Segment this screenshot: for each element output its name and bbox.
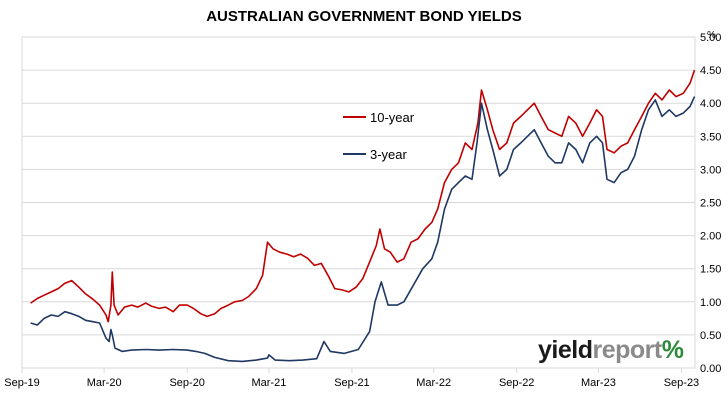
y-tick-label: 5.00: [700, 32, 721, 44]
yieldreport-logo: yieldreport%: [538, 336, 684, 365]
x-tick-label: Mar-23: [581, 377, 616, 389]
series-line-3-year: [30, 96, 696, 363]
legend: 10-year 3-year: [343, 110, 415, 162]
y-tick-label: 0.00: [700, 363, 721, 375]
chart-title: AUSTRALIAN GOVERNMENT BOND YIELDS: [206, 8, 522, 25]
x-tick-label: Mar-21: [251, 377, 286, 389]
y-tick-label: 1.00: [700, 297, 721, 309]
y-tick-label: 0.50: [700, 330, 721, 342]
y-tick-label: 3.00: [700, 164, 721, 176]
legend-label: 3-year: [370, 147, 408, 162]
logo-percent-icon: %: [661, 336, 684, 364]
logo-text-report: report: [592, 336, 662, 364]
gridlines: [21, 36, 696, 369]
y-tick-label: 4.00: [700, 98, 721, 110]
x-tick-label: Sep-23: [664, 377, 699, 389]
y-tick-label: 1.50: [700, 264, 721, 276]
y-tick-label: 4.50: [700, 65, 721, 77]
x-tick-label: Sep-20: [169, 377, 204, 389]
y-tick-label: 2.00: [700, 231, 721, 243]
series-line-10-year: [30, 69, 696, 323]
x-tick-label: Sep-22: [499, 377, 534, 389]
y-tick-label: 2.50: [700, 198, 721, 210]
y-axis-unit-label: %: [707, 30, 716, 41]
series-lines: [30, 69, 696, 363]
x-tick-label: Sep-19: [4, 377, 39, 389]
y-tick-label: 3.50: [700, 131, 721, 143]
x-tick-label: Mar-20: [87, 377, 122, 389]
axes: 0.00 0.50 1.00 1.50 2.00 2.50 3.00 3.50 4.00 4.50…: [4, 32, 721, 389]
x-tick-label: Mar-22: [416, 377, 451, 389]
x-tick-label: Sep-21: [334, 377, 369, 389]
legend-label: 10-year: [370, 110, 415, 125]
logo-text-yield: yield: [538, 336, 593, 364]
